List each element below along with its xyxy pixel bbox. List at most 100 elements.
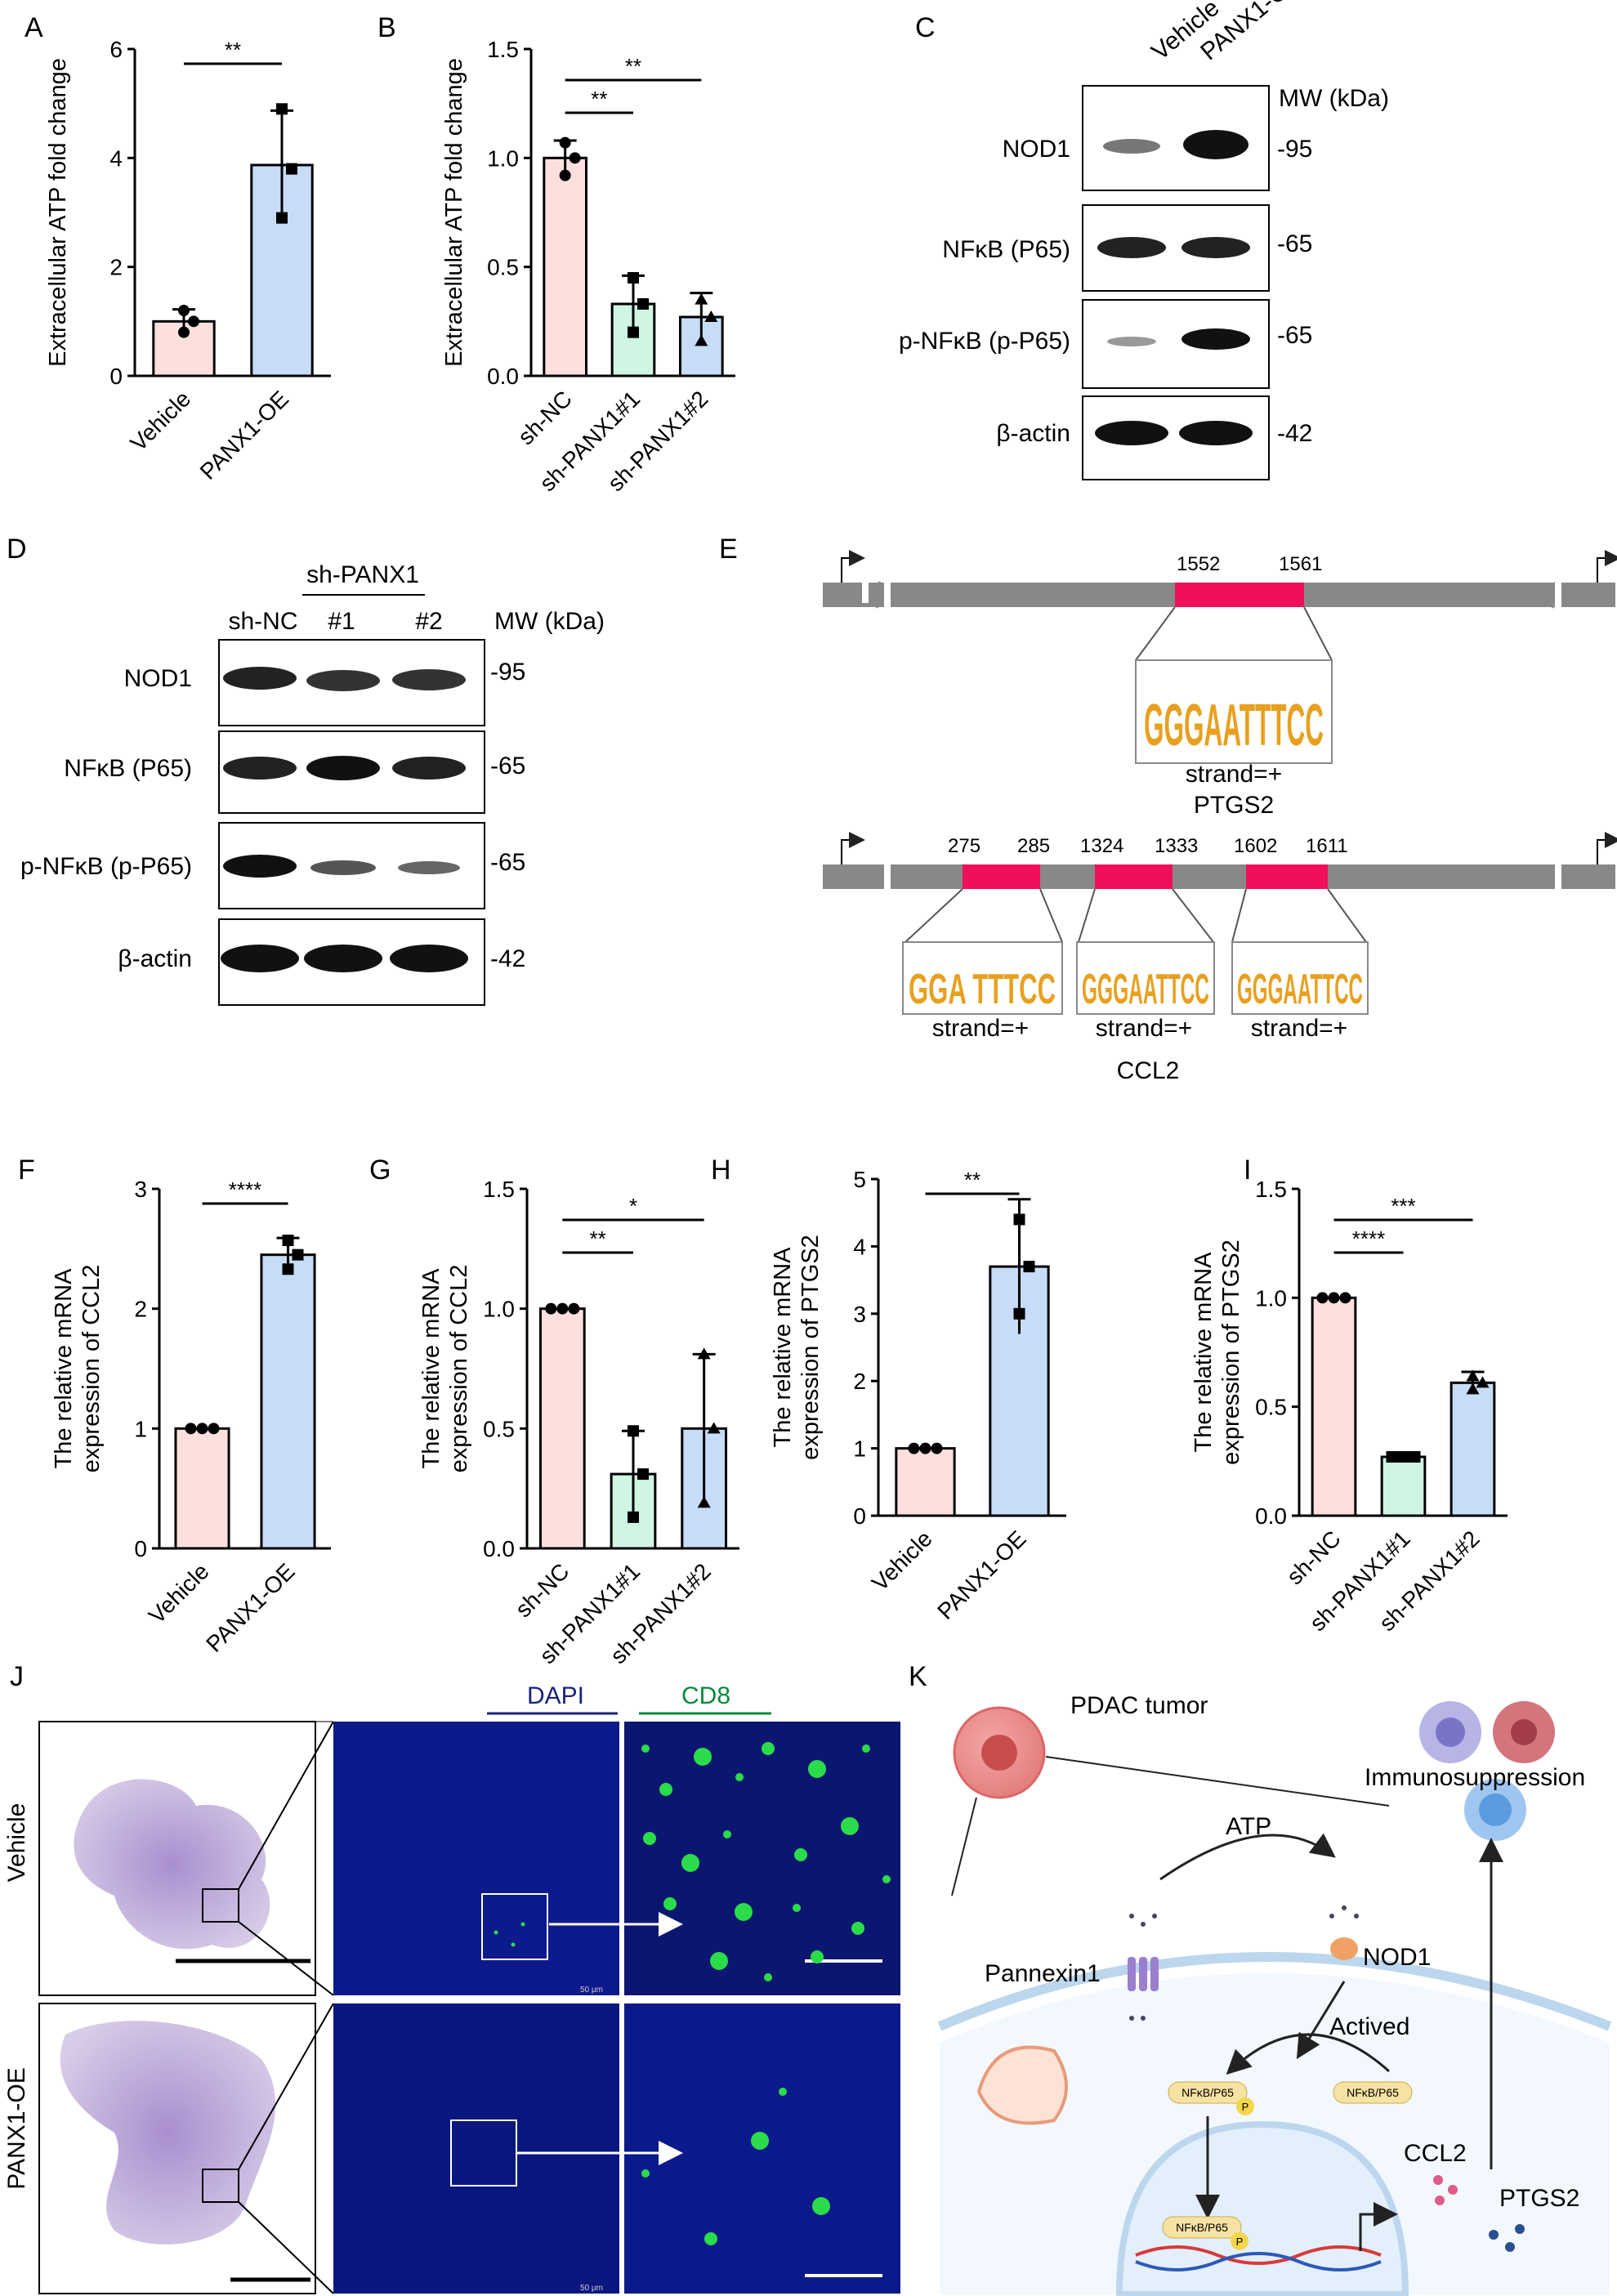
blot-row: p-NFκB (p-P65) -65 [899, 299, 1312, 389]
y-tick-label: 1.0 [487, 145, 519, 171]
cell-membrane [937, 1952, 1612, 2031]
data-point [556, 1302, 569, 1315]
cd8-cell [735, 1773, 744, 1781]
phospho-group [1236, 2097, 1254, 2115]
data-point [276, 103, 288, 115]
blot-mw: -65 [1277, 322, 1312, 349]
data-point [276, 212, 288, 224]
panel-label: I [1244, 1155, 1251, 1186]
cd8-cell [735, 1903, 753, 1921]
chart-panel-a: A 0 2 4 6 Extracellular ATP fold change Vehicl… [25, 12, 331, 485]
y-axis-label: The relative mRNA [51, 1268, 77, 1469]
bar [895, 1447, 956, 1517]
significance-label: **** [1352, 1226, 1385, 1251]
data-point [695, 293, 708, 305]
motif-text: GGGAATTCC [1082, 966, 1209, 1013]
cd8-cell [811, 1950, 824, 1963]
y-tick-label: 1.0 [483, 1297, 515, 1322]
nfkb-label: NFκB/P65 [1347, 2086, 1399, 2099]
sequence-logo [1076, 941, 1215, 1015]
gene-label: PTGS2 [1194, 792, 1274, 819]
binding-site [1246, 864, 1328, 889]
y-tick-label: 2 [853, 1369, 866, 1394]
site-start: 1552 [1177, 553, 1220, 575]
data-point [292, 1249, 304, 1261]
data-point [1013, 1213, 1025, 1226]
cd8-cell [659, 1783, 672, 1796]
blot-mw: -42 [490, 945, 525, 972]
ptgs2-label: PTGS2 [1499, 2185, 1579, 2212]
blot-mw: -95 [1277, 136, 1312, 163]
dapi-image [333, 2003, 619, 2294]
data-point [1476, 1376, 1490, 1388]
y-tick-label: 0.0 [1255, 1503, 1287, 1529]
bar [1449, 1381, 1496, 1517]
actived-label: Actived [1329, 2013, 1409, 2040]
group-label: sh-PANX1 [306, 561, 419, 588]
x-tick-label: PANX1-OE [201, 1558, 300, 1657]
nfkb-label: NFκB/P65 [1181, 2086, 1234, 2099]
blot-name: NOD1 [124, 665, 192, 692]
y-tick-label: 4 [109, 145, 123, 171]
site-end: 1611 [1306, 835, 1348, 857]
x-tick-label: sh-NC [1282, 1525, 1346, 1589]
ccl2-promoter-bar [823, 864, 1615, 889]
cd8-cell [641, 2169, 650, 2178]
x-tick-label: PANX1-OE [195, 386, 294, 485]
significance-label: ** [964, 1168, 980, 1192]
blot-row: NOD1 -95 [1003, 85, 1312, 191]
data-point [695, 334, 708, 346]
data-point [908, 1442, 920, 1454]
phospho-label: P [1236, 2236, 1244, 2248]
bar [1380, 1455, 1427, 1517]
data-point [545, 1302, 557, 1315]
y-axis-label: Extracellular ATP fold change [45, 58, 71, 367]
blot-row: β-actin -42 [118, 918, 525, 1006]
bar [260, 1253, 316, 1550]
binding-site [1175, 583, 1304, 607]
blot-mw: -95 [490, 659, 525, 686]
phospho-label: P [1242, 2101, 1249, 2113]
data-point [697, 1347, 711, 1360]
y-tick-label: 0.0 [487, 364, 519, 389]
significance-label: ** [590, 1226, 606, 1251]
motif-text: GGGAATTCC [1237, 966, 1363, 1013]
x-tick-label: PANX1-OE [932, 1525, 1031, 1624]
cd8-cell [494, 1930, 498, 1935]
chart-panel-i: I 0.0 0.5 1.0 1.5 The relative mRNA expression… [1190, 1155, 1508, 1636]
binding-site [963, 864, 1040, 889]
sequence-logo [1135, 659, 1333, 764]
immuno-label: Immunosuppression [1365, 1764, 1585, 1791]
y-axis-label: expression of CCL2 [446, 1265, 472, 1473]
panel-label: F [18, 1155, 35, 1186]
blot-row: NFκB (P65) -65 [942, 204, 1312, 292]
x-tick-label: Vehicle [144, 1558, 214, 1628]
blot-name: p-NFκB (p-P65) [899, 328, 1070, 355]
lane-label: #1 [328, 608, 355, 635]
x-tick-label: Vehicle [867, 1525, 937, 1596]
data-point [282, 1263, 294, 1275]
x-tick-label: sh-NC [511, 1558, 574, 1622]
cd8-cell [794, 1848, 807, 1861]
data-point [559, 169, 571, 181]
data-point [282, 1235, 294, 1247]
nfkb-complex [1162, 2216, 1242, 2239]
data-point [569, 152, 581, 164]
cd8-cell [751, 2132, 769, 2150]
mw-title: MW (kDa) [494, 608, 605, 635]
blot-name: β-actin [118, 945, 192, 972]
atp-label: ATP [1226, 1813, 1271, 1840]
data-point [628, 326, 639, 338]
panel-label: B [377, 12, 396, 43]
y-axis-label: Extracellular ATP fold change [441, 58, 467, 367]
cd8-cell [704, 2232, 717, 2245]
pannexin-channel [1128, 1957, 1136, 1991]
y-tick-label: 2 [134, 1297, 147, 1322]
panel-label-k: K [909, 1661, 927, 1692]
blot-mw: -65 [1277, 230, 1312, 257]
site-end: 285 [1017, 835, 1050, 857]
nod1-receptor [1330, 1937, 1358, 1960]
y-axis-label: expression of PTGS2 [797, 1235, 824, 1460]
data-point [1466, 1383, 1480, 1395]
cd8-cell [641, 1744, 650, 1753]
